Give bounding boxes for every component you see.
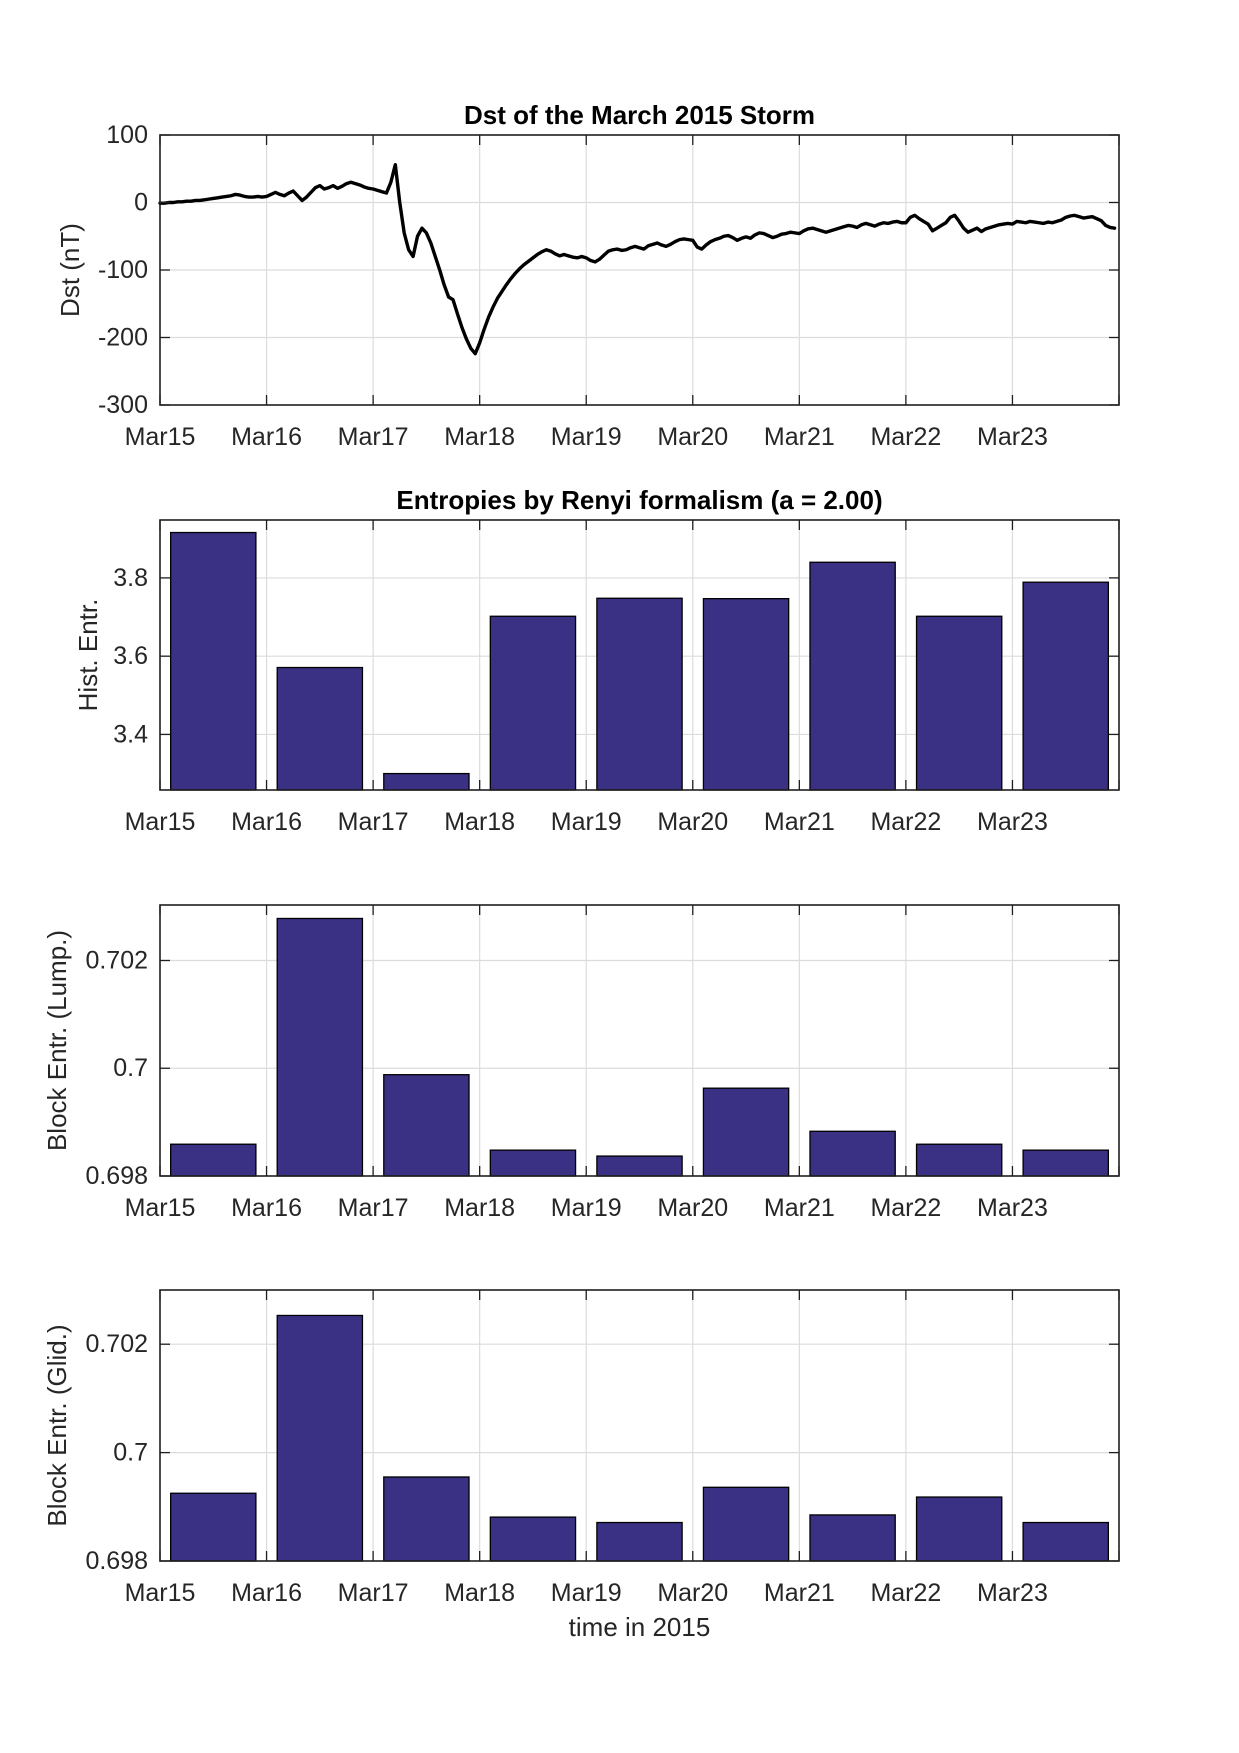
- y-axis-label: Block Entr. (Glid.): [42, 1324, 72, 1526]
- x-tick-label: Mar19: [551, 1579, 622, 1607]
- x-tick-label: Mar16: [231, 1194, 302, 1222]
- bar-mar15: [170, 1143, 257, 1177]
- x-tick-label: Mar22: [870, 1579, 941, 1607]
- x-tick-label: Mar20: [657, 423, 728, 451]
- x-tick-label: Mar23: [977, 423, 1048, 451]
- y-tick-label: 0.698: [85, 1547, 148, 1575]
- x-tick-label: Mar17: [338, 423, 409, 451]
- y-tick-label: 0.702: [85, 946, 148, 974]
- x-tick-label: Mar23: [977, 1194, 1048, 1222]
- y-tick-label: 100: [106, 121, 148, 149]
- x-tick-label: Mar22: [870, 423, 941, 451]
- subplot-dst: Mar15 Mar16 Mar17 Mar18 Mar19 Mar20 Mar21 Mar22…: [55, 100, 1120, 451]
- y-tick-label: 0.702: [85, 1330, 148, 1358]
- y-tick-label: 3.4: [113, 720, 148, 748]
- bar-mar23: [1022, 1149, 1109, 1177]
- x-tick-label: Mar17: [338, 1579, 409, 1607]
- bar-mar22: [915, 1496, 1003, 1562]
- x-tick-label: Mar23: [977, 808, 1048, 836]
- x-tick-label: Mar21: [764, 1579, 835, 1607]
- chart-title: Entropies by Renyi formalism (a = 2.00): [396, 485, 882, 515]
- x-tick-label: Mar18: [444, 1579, 515, 1607]
- bar-mar15: [170, 531, 257, 791]
- bar-mar18: [489, 615, 577, 791]
- x-tick-label: Mar15: [125, 423, 196, 451]
- axes-box: [159, 519, 1120, 791]
- x-tick-label: Mar17: [338, 1194, 409, 1222]
- bar-mar23: [1022, 1521, 1109, 1562]
- x-tick-label: Mar20: [657, 808, 728, 836]
- x-tick-label: Mar21: [764, 1194, 835, 1222]
- bar-mar17: [383, 1476, 470, 1562]
- x-axis-label: time in 2015: [569, 1612, 711, 1642]
- bar-mar18: [489, 1149, 577, 1177]
- bar-mar20: [702, 598, 790, 791]
- chart-title: Dst of the March 2015 Storm: [464, 100, 815, 130]
- bar-mar16: [276, 666, 364, 791]
- bar-mar23: [1022, 581, 1109, 791]
- bar-mar17: [383, 1074, 470, 1177]
- x-tick-label: Mar19: [551, 808, 622, 836]
- bar-mar17: [383, 772, 470, 791]
- x-tick-label: Mar15: [125, 808, 196, 836]
- y-tick-label: -200: [98, 324, 148, 352]
- x-tick-label: Mar19: [551, 1194, 622, 1222]
- y-tick-label: 0.7: [113, 1054, 148, 1082]
- x-tick-label: Mar15: [125, 1194, 196, 1222]
- axes-box: [159, 1289, 1120, 1562]
- bar-mar21: [809, 561, 896, 791]
- y-tick-label: 0: [134, 189, 148, 217]
- bar-mar19: [596, 1155, 683, 1177]
- subplot-block-entropy-glid: Mar15 Mar16 Mar17 Mar18 Mar19 Mar20 Mar21 Mar22…: [42, 1289, 1120, 1642]
- x-tick-label: Mar21: [764, 423, 835, 451]
- x-tick-label: Mar23: [977, 1579, 1048, 1607]
- y-tick-label: 3.8: [113, 564, 148, 592]
- x-tick-label: Mar20: [657, 1579, 728, 1607]
- x-tick-label: Mar18: [444, 1194, 515, 1222]
- y-tick-label: 0.7: [113, 1439, 148, 1467]
- x-tick-label: Mar22: [870, 808, 941, 836]
- bar-mar21: [809, 1130, 896, 1177]
- y-tick-label: -300: [98, 391, 148, 419]
- y-tick-label: 0.698: [85, 1162, 148, 1190]
- y-axis-label: Dst (nT): [55, 223, 85, 317]
- y-axis-label: Block Entr. (Lump.): [42, 930, 72, 1151]
- bar-mar15: [170, 1492, 257, 1562]
- bar-mar22: [915, 615, 1003, 791]
- bar-mar16: [276, 917, 364, 1177]
- x-tick-label: Mar15: [125, 1579, 196, 1607]
- y-tick-label: -100: [98, 256, 148, 284]
- x-tick-label: Mar17: [338, 808, 409, 836]
- bar-mar16: [276, 1314, 364, 1562]
- x-tick-label: Mar22: [870, 1194, 941, 1222]
- bar-mar20: [702, 1486, 790, 1562]
- axes-box: [159, 904, 1120, 1177]
- bar-mar22: [915, 1143, 1003, 1177]
- bar-mar21: [809, 1514, 896, 1562]
- bar-mar18: [489, 1516, 577, 1562]
- x-tick-label: Mar20: [657, 1194, 728, 1222]
- x-tick-label: Mar21: [764, 808, 835, 836]
- bar-mar19: [596, 1521, 683, 1562]
- x-tick-label: Mar16: [231, 808, 302, 836]
- y-tick-label: 3.6: [113, 642, 148, 670]
- x-tick-label: Mar19: [551, 423, 622, 451]
- bar-mar19: [596, 597, 683, 791]
- x-tick-label: Mar18: [444, 808, 515, 836]
- bar-mar20: [702, 1087, 790, 1177]
- x-tick-label: Mar16: [231, 423, 302, 451]
- subplot-hist-entropy: Mar15 Mar16 Mar17 Mar18 Mar19 Mar20 Mar21 Mar22…: [73, 485, 1120, 836]
- x-tick-label: Mar18: [444, 423, 515, 451]
- subplot-block-entropy-lump: Mar15 Mar16 Mar17 Mar18 Mar19 Mar20 Mar21 Mar22…: [42, 904, 1120, 1222]
- dst-data-line: [158, 162, 1117, 356]
- y-axis-label: Hist. Entr.: [73, 599, 103, 712]
- x-tick-label: Mar16: [231, 1579, 302, 1607]
